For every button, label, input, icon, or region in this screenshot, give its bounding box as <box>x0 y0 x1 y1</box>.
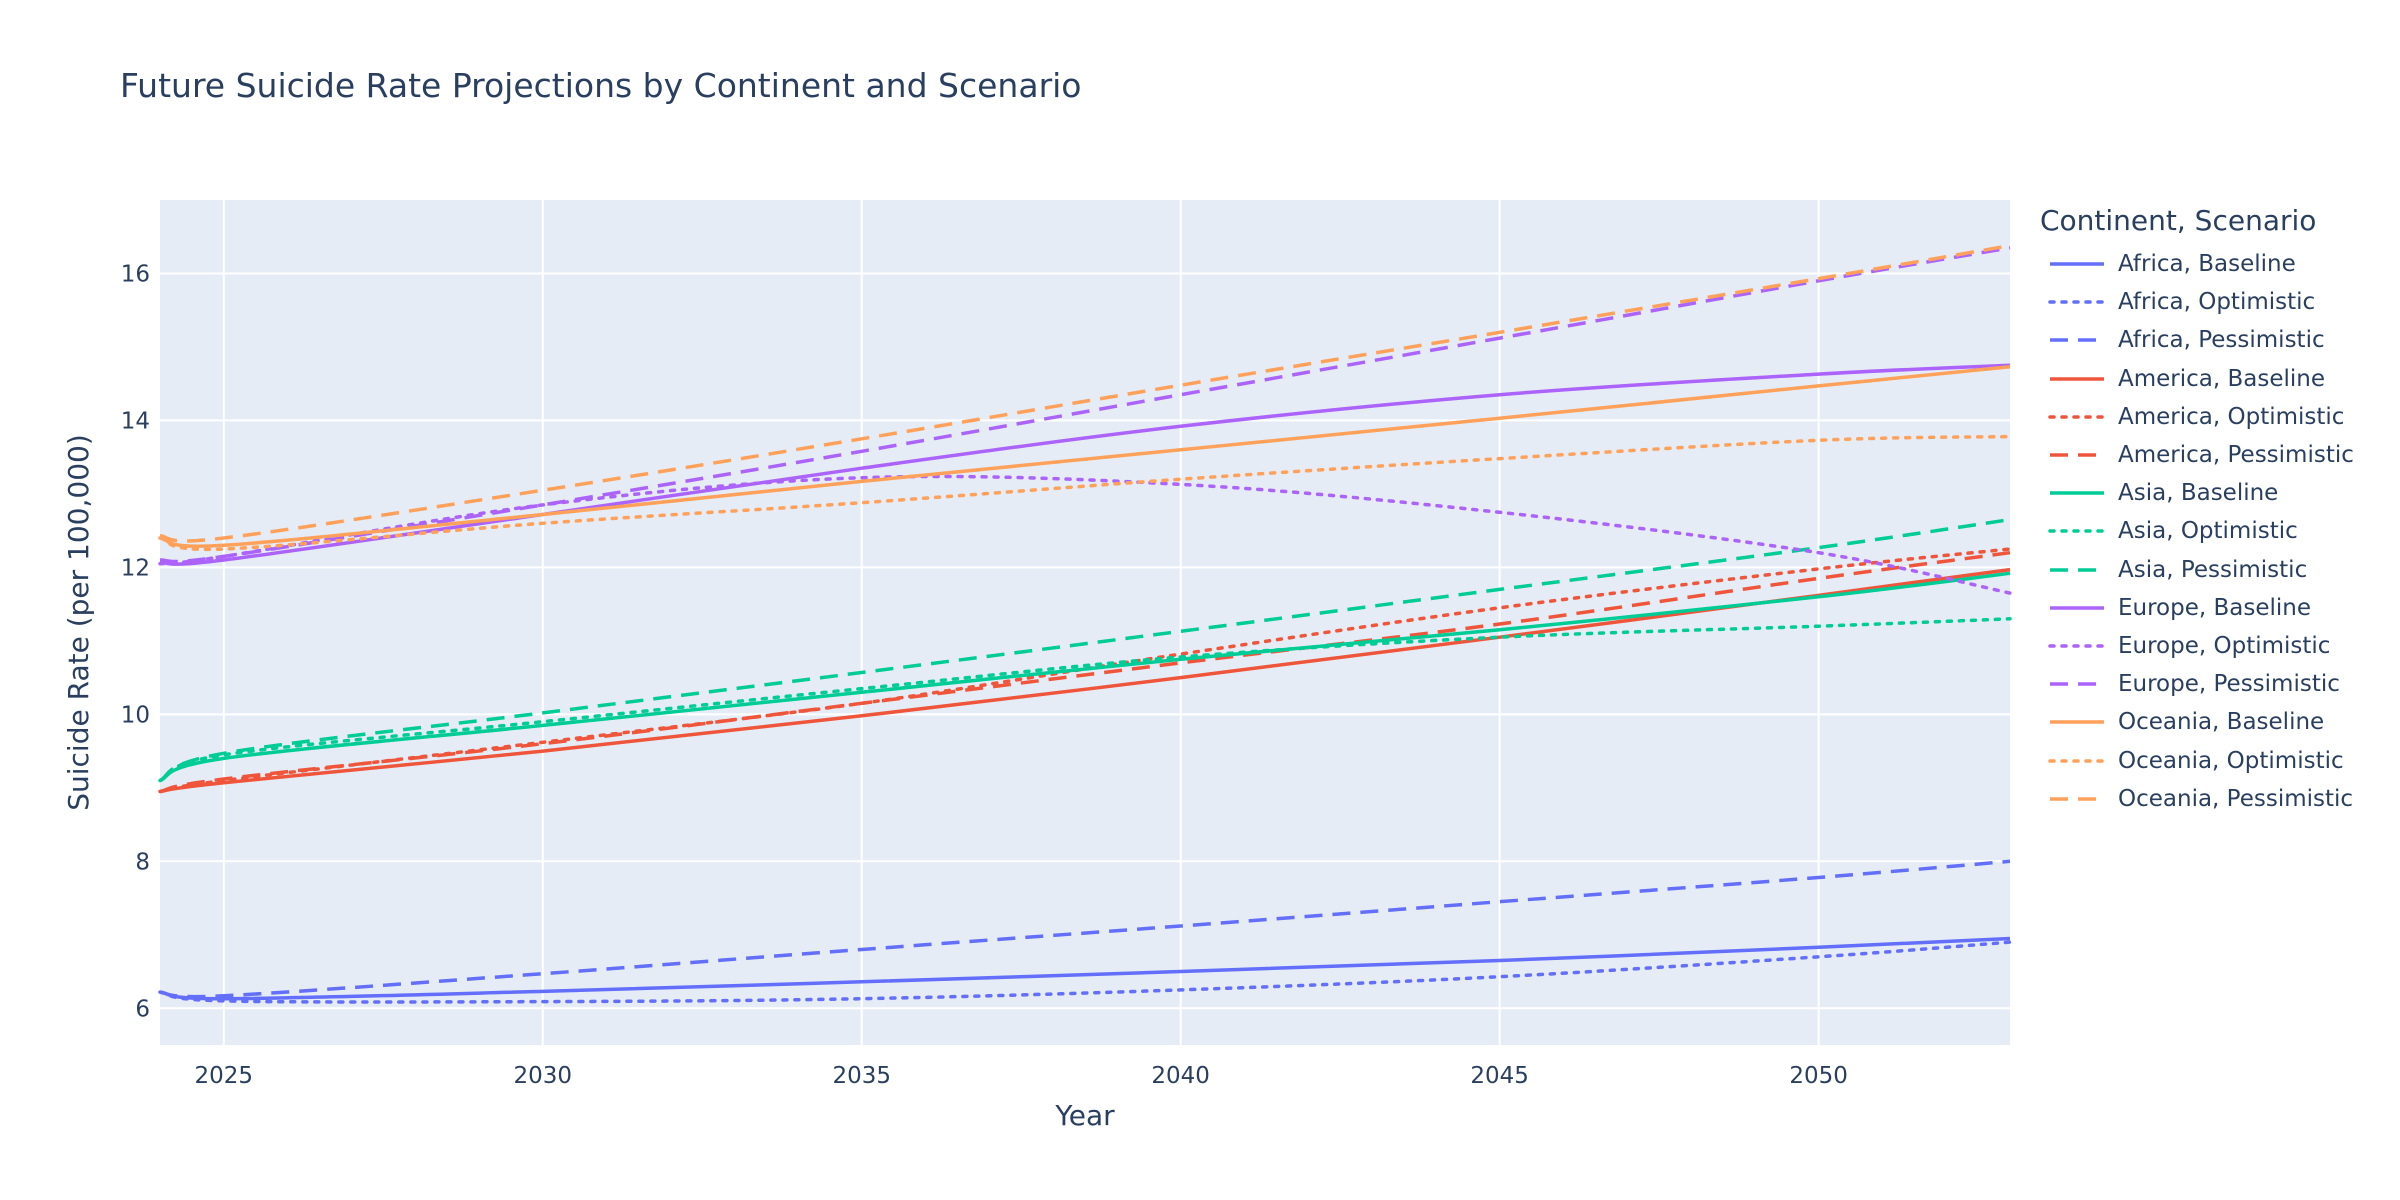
x-tick-label: 2030 <box>513 1063 572 1089</box>
legend-swatch <box>2048 529 2106 534</box>
x-tick-label: 2045 <box>1470 1063 1529 1089</box>
series-lines <box>158 243 2012 1004</box>
legend-item-asia-optimistic[interactable]: Asia, Optimistic <box>2040 512 2400 550</box>
series-line-africa-baseline <box>159 936 2011 1001</box>
legend-label: Africa, Optimistic <box>2118 289 2316 316</box>
series-line-africa-pessimistic <box>159 859 2011 999</box>
legend-label: Asia, Baseline <box>2118 480 2279 507</box>
x-tick-label: 2050 <box>1789 1063 1848 1089</box>
legend-title: Continent, Scenario <box>2040 204 2317 237</box>
legend-swatch <box>2050 453 2104 457</box>
legend-swatch <box>2050 720 2104 725</box>
legend-item-oceania-baseline[interactable]: Oceania, Baseline <box>2040 703 2400 741</box>
legend-label: Africa, Baseline <box>2118 251 2296 278</box>
series-line-oceania-pessimistic <box>159 243 2011 543</box>
y-tick-label: 6 <box>135 996 150 1022</box>
x-tick-label: 2035 <box>832 1063 891 1089</box>
legend-label: America, Pessimistic <box>2118 442 2354 469</box>
legend-item-oceania-pessimistic[interactable]: Oceania, Pessimistic <box>2040 780 2400 818</box>
series-line-asia-pessimistic <box>159 517 2011 783</box>
legend-item-europe-optimistic[interactable]: Europe, Optimistic <box>2040 627 2400 665</box>
series-line-asia-optimistic <box>158 617 2012 783</box>
legend-label: America, Baseline <box>2118 365 2326 392</box>
legend-item-africa-pessimistic[interactable]: Africa, Pessimistic <box>2040 321 2400 359</box>
series-line-europe-pessimistic <box>159 246 2011 564</box>
x-axis-title: Year <box>1054 1099 1115 1132</box>
legend-swatch <box>2048 758 2106 763</box>
legend-swatch <box>2048 415 2106 419</box>
legend-label: Africa, Pessimistic <box>2118 327 2325 354</box>
legend-label: Oceania, Pessimistic <box>2118 785 2354 812</box>
series-line-asia-baseline <box>159 571 2011 783</box>
legend-label: Asia, Pessimistic <box>2118 556 2308 583</box>
legend-swatch <box>2050 796 2104 801</box>
legend-label: America, Optimistic <box>2118 403 2345 430</box>
x-axis-ticks: 2025 2030 2035 2040 2045 2050 <box>195 1063 1848 1089</box>
legend-item-africa-baseline[interactable]: Africa, Baseline <box>2040 245 2400 283</box>
legend-label: Europe, Baseline <box>2118 594 2312 621</box>
legend-item-oceania-optimistic[interactable]: Oceania, Optimistic <box>2040 741 2400 779</box>
legend-swatch <box>2050 567 2104 572</box>
legend-label: Oceania, Optimistic <box>2118 747 2344 774</box>
legend-swatch <box>2048 300 2106 305</box>
legend-item-africa-optimistic[interactable]: Africa, Optimistic <box>2040 283 2400 321</box>
legend-item-asia-pessimistic[interactable]: Asia, Pessimistic <box>2040 551 2400 589</box>
plot-background <box>160 200 2010 1045</box>
legend-item-europe-pessimistic[interactable]: Europe, Pessimistic <box>2040 665 2400 703</box>
legend-label: Europe, Optimistic <box>2118 632 2331 659</box>
series-line-europe-baseline <box>159 363 2011 566</box>
series-line-oceania-optimistic <box>158 434 2012 552</box>
legend-item-america-optimistic[interactable]: America, Optimistic <box>2040 398 2400 436</box>
chart-title: Future Suicide Rate Projections by Conti… <box>120 66 1082 105</box>
legend-item-america-baseline[interactable]: America, Baseline <box>2040 360 2400 398</box>
legend: Continent, Scenario Africa, Baseline Afri… <box>2040 204 2400 818</box>
y-tick-label: 16 <box>121 261 150 287</box>
legend-swatch <box>2050 606 2104 610</box>
y-tick-label: 12 <box>121 555 150 581</box>
legend-swatch <box>2050 491 2104 495</box>
legend-label: Europe, Pessimistic <box>2118 671 2340 698</box>
series-line-america-pessimistic <box>159 550 2011 794</box>
y-tick-label: 10 <box>121 702 150 728</box>
series-line-oceania-baseline <box>159 365 2011 548</box>
legend-label: Oceania, Baseline <box>2118 709 2325 736</box>
y-tick-label: 14 <box>121 408 150 434</box>
legend-label: Asia, Optimistic <box>2118 518 2298 545</box>
grid-lines <box>160 200 2010 1045</box>
legend-swatch <box>2050 682 2104 686</box>
x-tick-label: 2040 <box>1151 1063 1210 1089</box>
series-line-africa-optimistic <box>158 940 2012 1004</box>
legend-items: Africa, Baseline Africa, Optimistic Africa… <box>2040 245 2400 818</box>
legend-item-europe-baseline[interactable]: Europe, Baseline <box>2040 589 2400 627</box>
legend-swatch <box>2050 338 2104 343</box>
legend-item-america-pessimistic[interactable]: America, Pessimistic <box>2040 436 2400 474</box>
legend-swatch <box>2050 376 2104 381</box>
legend-swatch <box>2050 262 2104 266</box>
legend-swatch <box>2048 644 2106 648</box>
y-tick-label: 8 <box>135 849 150 875</box>
legend-item-asia-baseline[interactable]: Asia, Baseline <box>2040 474 2400 512</box>
y-axis-title: Suicide Rate (per 100,000) <box>62 434 95 811</box>
x-tick-label: 2025 <box>195 1063 254 1089</box>
y-axis-ticks: 6 8 10 12 14 16 <box>121 261 150 1022</box>
